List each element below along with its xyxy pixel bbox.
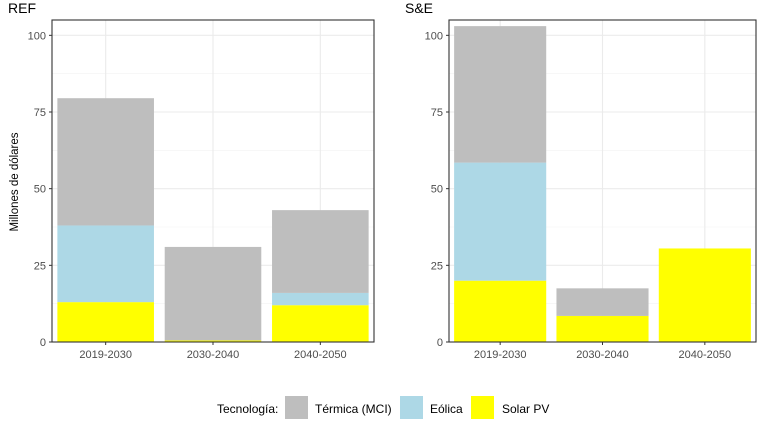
bar-segment-e-lica [272, 292, 369, 306]
bar-segment-solar-pv [454, 280, 547, 342]
legend-label-eolica: Eólica [430, 402, 463, 416]
bar-segment-t-rmica-mci- [454, 26, 547, 163]
legend-swatch-eolica [400, 396, 423, 419]
legend-label-termica: Térmica (MCI) [315, 402, 392, 416]
plot-area-se: 0 25 50 75 100 2019-2030 2030-2040 2040-2050 [425, 19, 757, 361]
legend-label-solar: Solar PV [502, 402, 549, 416]
x-tick-label: 2030-2040 [187, 349, 240, 361]
panel-se: S&E 0 25 50 75 100 2019-2030 2030-2040 2040-205… [405, 0, 757, 361]
legend: Tecnología: Térmica (MCI) Eólica Solar P… [217, 396, 549, 419]
y-tick-label: 25 [34, 260, 46, 272]
legend-swatch-solar [471, 396, 494, 419]
y-tick-label: 50 [431, 184, 443, 196]
legend-title: Tecnología: [217, 402, 278, 416]
bar-segment-t-rmica-mci- [57, 98, 154, 226]
y-axis-title: Millones de dólares [9, 132, 21, 231]
y-tick-label: 75 [34, 107, 46, 119]
bar-segment-solar-pv [272, 305, 369, 342]
bar-segment-solar-pv [556, 315, 649, 342]
y-tick-label: 75 [431, 107, 443, 119]
bar-segment-solar-pv [164, 340, 262, 342]
panel-se-title: S&E [405, 0, 433, 16]
y-tick-label: 50 [34, 184, 46, 196]
y-tick-label: 100 [28, 30, 46, 42]
bar-segment-solar-pv [57, 302, 154, 342]
y-tick-label: 0 [437, 337, 443, 349]
bar-segment-t-rmica-mci- [556, 288, 649, 316]
y-tick-label: 25 [431, 260, 443, 272]
plot-area-ref: 0 25 50 75 100 2019-2030 2030-2040 2040-2050 [28, 19, 375, 361]
panel-ref: REF 0 25 50 75 100 2019-2030 2030-2040 2040-205… [8, 0, 375, 361]
bar-segment-e-lica [57, 225, 154, 303]
bar-segment-solar-pv [658, 248, 751, 342]
x-tick-label: 2040-2050 [294, 349, 347, 361]
bar-segment-t-rmica-mci- [272, 210, 369, 293]
legend-swatch-termica [285, 396, 308, 419]
x-tick-label: 2030-2040 [576, 349, 629, 361]
x-tick-label: 2019-2030 [474, 349, 527, 361]
bar-segment-t-rmica-mci- [164, 246, 262, 341]
x-tick-label: 2040-2050 [679, 349, 732, 361]
panel-ref-title: REF [8, 0, 36, 16]
x-tick-label: 2019-2030 [79, 349, 132, 361]
y-tick-label: 100 [425, 30, 443, 42]
y-tick-label: 0 [40, 337, 46, 349]
bar-segment-e-lica [454, 162, 547, 281]
